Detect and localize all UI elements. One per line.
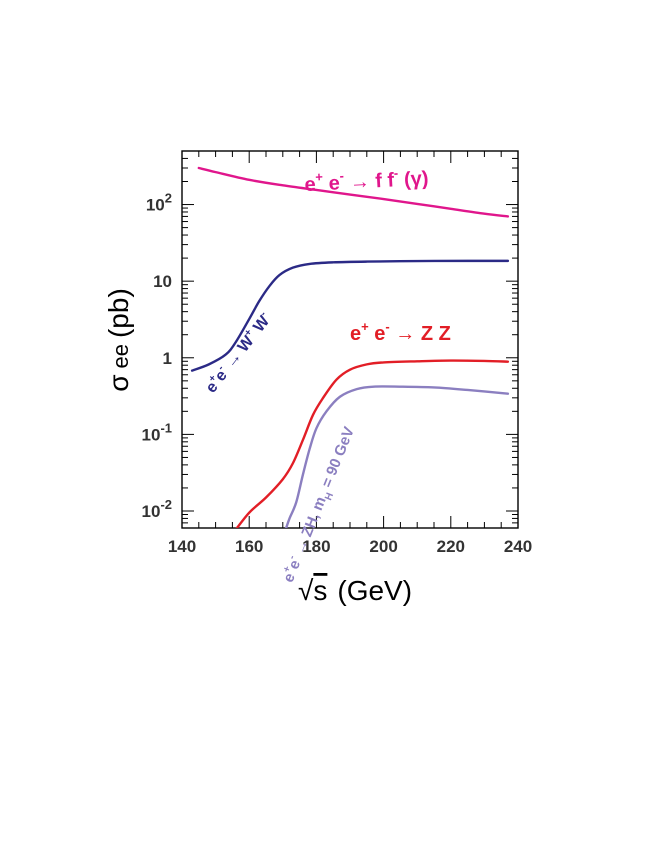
x-axis-title-var: s bbox=[313, 575, 327, 606]
y-axis-ticks bbox=[182, 150, 518, 529]
x-tick-label: 200 bbox=[369, 537, 397, 556]
y-axis-title-unit: (pb) bbox=[103, 288, 134, 338]
curve-label-zz: e+ e- → Z Z bbox=[350, 319, 451, 345]
curve-label-zh: e+e- → ZH, mH = 90 GeV bbox=[278, 424, 362, 587]
y-tick-label: 10-2 bbox=[142, 497, 172, 521]
y-tick-labels: 10-2 10-1 1 10 102 bbox=[142, 191, 172, 521]
curve-labels: e+ e- → f f- (γ) e+e- → W+ W-e+ e- → Z Z e… bbox=[201, 164, 451, 587]
x-tick-label: 140 bbox=[168, 537, 196, 556]
y-axis-title-sub: ee bbox=[108, 344, 133, 368]
x-tick-label: 240 bbox=[504, 537, 532, 556]
curve-label-ffbar: e+ e- → f f- (γ) bbox=[304, 164, 429, 196]
x-axis-title: √s (GeV) bbox=[298, 575, 412, 606]
y-tick-label: 10-1 bbox=[142, 420, 172, 444]
x-axis-ticks bbox=[181, 151, 519, 528]
y-tick-label: 102 bbox=[146, 191, 172, 215]
x-tick-label: 160 bbox=[235, 537, 263, 556]
x-tick-label: 180 bbox=[302, 537, 330, 556]
series-line-zz bbox=[235, 359, 510, 528]
y-tick-label: 1 bbox=[163, 349, 172, 368]
x-axis-title-root: √ bbox=[298, 575, 314, 606]
y-axis-title: σ ee (pb) bbox=[103, 288, 134, 392]
series-line-ffbar bbox=[197, 166, 510, 218]
x-tick-labels: 140 160 180 200 220 240 bbox=[168, 537, 532, 556]
x-tick-label: 220 bbox=[437, 537, 465, 556]
y-tick-label: 10 bbox=[153, 272, 172, 291]
series-lines bbox=[190, 166, 510, 528]
series-line-zh bbox=[284, 385, 510, 528]
curve-label-ww: e+e- → W+ W- bbox=[201, 309, 275, 396]
series-line-ww bbox=[190, 259, 510, 372]
x-axis-title-unit: (GeV) bbox=[337, 575, 412, 606]
y-axis-title-sym: σ bbox=[103, 375, 134, 392]
